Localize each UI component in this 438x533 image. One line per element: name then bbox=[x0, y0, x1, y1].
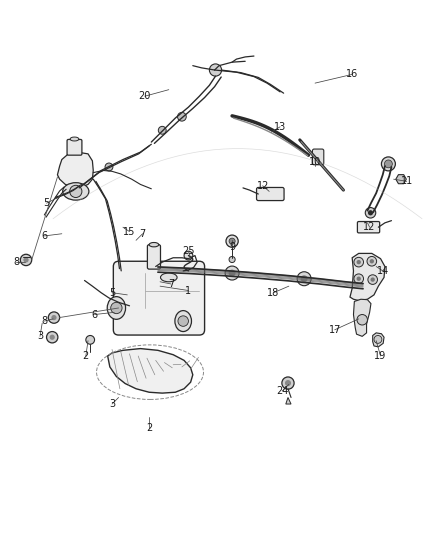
Circle shape bbox=[370, 259, 374, 263]
Circle shape bbox=[229, 270, 236, 277]
FancyBboxPatch shape bbox=[113, 261, 205, 335]
Circle shape bbox=[367, 256, 377, 266]
Text: 12: 12 bbox=[257, 181, 269, 191]
Text: 24: 24 bbox=[276, 386, 289, 396]
Circle shape bbox=[158, 126, 166, 134]
Circle shape bbox=[209, 64, 222, 76]
Circle shape bbox=[385, 160, 392, 168]
Circle shape bbox=[178, 316, 188, 326]
Text: 2: 2 bbox=[146, 423, 152, 433]
Circle shape bbox=[374, 335, 382, 343]
Circle shape bbox=[70, 185, 82, 198]
Text: 17: 17 bbox=[328, 325, 341, 335]
FancyBboxPatch shape bbox=[357, 222, 380, 233]
Text: 8: 8 bbox=[41, 316, 47, 326]
FancyBboxPatch shape bbox=[148, 245, 160, 269]
Circle shape bbox=[282, 377, 294, 389]
Ellipse shape bbox=[63, 183, 89, 200]
Text: 10: 10 bbox=[309, 157, 321, 167]
Text: 5: 5 bbox=[43, 198, 49, 208]
Circle shape bbox=[157, 263, 171, 277]
Circle shape bbox=[23, 257, 28, 263]
Text: 16: 16 bbox=[346, 69, 358, 79]
Text: 3: 3 bbox=[37, 332, 43, 341]
Polygon shape bbox=[286, 398, 291, 404]
Circle shape bbox=[357, 314, 367, 325]
Polygon shape bbox=[353, 299, 371, 336]
Circle shape bbox=[184, 251, 193, 260]
Circle shape bbox=[177, 112, 186, 121]
Polygon shape bbox=[373, 333, 384, 347]
Circle shape bbox=[354, 274, 364, 284]
Ellipse shape bbox=[175, 311, 191, 332]
Circle shape bbox=[229, 238, 235, 244]
Circle shape bbox=[357, 260, 361, 264]
Circle shape bbox=[161, 266, 168, 273]
Circle shape bbox=[226, 235, 238, 247]
Text: 20: 20 bbox=[138, 91, 151, 101]
Circle shape bbox=[229, 256, 235, 263]
Circle shape bbox=[105, 163, 113, 171]
Circle shape bbox=[368, 275, 378, 285]
Text: 9: 9 bbox=[229, 242, 235, 252]
Text: 8: 8 bbox=[13, 257, 19, 267]
Circle shape bbox=[20, 254, 32, 265]
Ellipse shape bbox=[70, 137, 79, 141]
Text: 1: 1 bbox=[185, 286, 191, 295]
FancyBboxPatch shape bbox=[67, 140, 82, 155]
Text: 25: 25 bbox=[182, 246, 194, 256]
Text: 6: 6 bbox=[41, 231, 47, 241]
Text: 14: 14 bbox=[377, 266, 389, 276]
Circle shape bbox=[300, 275, 307, 282]
Circle shape bbox=[46, 332, 58, 343]
FancyBboxPatch shape bbox=[312, 149, 324, 165]
Text: 11: 11 bbox=[401, 176, 413, 187]
Text: 13: 13 bbox=[274, 122, 286, 132]
Ellipse shape bbox=[107, 297, 126, 319]
Polygon shape bbox=[396, 175, 406, 184]
Circle shape bbox=[185, 266, 194, 275]
Text: 19: 19 bbox=[374, 351, 387, 361]
Circle shape bbox=[381, 157, 396, 171]
Text: 18: 18 bbox=[268, 288, 280, 298]
Polygon shape bbox=[350, 253, 385, 301]
Circle shape bbox=[49, 335, 55, 340]
Circle shape bbox=[371, 277, 375, 282]
Circle shape bbox=[285, 380, 291, 386]
Circle shape bbox=[368, 210, 373, 215]
Text: 7: 7 bbox=[168, 279, 174, 289]
Text: 15: 15 bbox=[124, 227, 136, 237]
Text: 2: 2 bbox=[83, 351, 89, 361]
Circle shape bbox=[357, 277, 361, 281]
Circle shape bbox=[48, 312, 60, 323]
Circle shape bbox=[225, 266, 239, 280]
Circle shape bbox=[86, 335, 95, 344]
Text: 7: 7 bbox=[139, 229, 146, 239]
Circle shape bbox=[297, 272, 311, 286]
Text: 5: 5 bbox=[109, 288, 115, 298]
Text: 3: 3 bbox=[109, 399, 115, 409]
Circle shape bbox=[51, 315, 57, 320]
Polygon shape bbox=[108, 349, 193, 393]
Polygon shape bbox=[57, 152, 93, 187]
Circle shape bbox=[111, 302, 122, 313]
Circle shape bbox=[354, 257, 364, 267]
Ellipse shape bbox=[160, 273, 177, 282]
Text: 6: 6 bbox=[92, 310, 98, 319]
Ellipse shape bbox=[149, 243, 159, 247]
Text: 12: 12 bbox=[364, 222, 376, 232]
Circle shape bbox=[365, 207, 376, 218]
FancyBboxPatch shape bbox=[257, 188, 284, 200]
